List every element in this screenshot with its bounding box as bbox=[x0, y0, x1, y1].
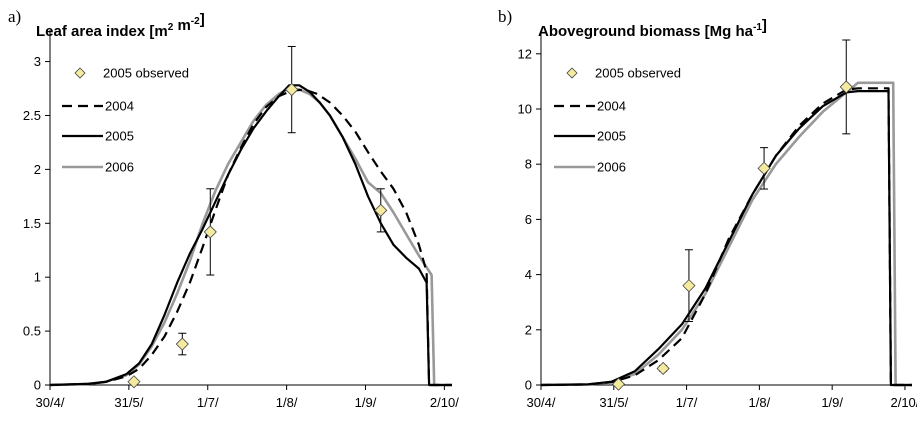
x-tick-label: 2/10/ bbox=[430, 395, 459, 410]
legend-label: 2005 observed bbox=[103, 66, 189, 81]
panel-b: b) Aboveground biomass [Mg ha-1] 0 2 4 6 8 10 12… bbox=[498, 7, 917, 410]
y-tick-label: 4 bbox=[525, 267, 532, 282]
legend-label: 2004 bbox=[597, 99, 626, 114]
y-tick-label: 0 bbox=[525, 378, 532, 393]
title-superscript: -1 bbox=[753, 22, 762, 33]
observed-point bbox=[839, 80, 853, 94]
title-text: ] bbox=[762, 17, 767, 34]
series-line-2006 bbox=[49, 87, 452, 387]
legend-label: 2005 observed bbox=[595, 66, 681, 81]
legend-marker-observed bbox=[74, 67, 86, 79]
x-tick-label: 30/4/ bbox=[36, 395, 65, 410]
observed-point bbox=[127, 375, 141, 389]
x-tick-label: 31/5/ bbox=[114, 395, 143, 410]
legend-label: 2006 bbox=[105, 160, 134, 175]
y-tick-label: 2 bbox=[525, 322, 532, 337]
legend-label: 2005 bbox=[105, 129, 134, 144]
legend-label: 2006 bbox=[597, 160, 626, 175]
title-text: m bbox=[173, 17, 191, 34]
x-tick-label: 1/8/ bbox=[276, 395, 298, 410]
title-text: Leaf area index [m bbox=[36, 23, 168, 40]
observed-point bbox=[757, 161, 771, 175]
y-tick-label: 10 bbox=[518, 102, 532, 117]
y-tick-label: 3 bbox=[34, 54, 41, 69]
chart-title: Aboveground biomass [Mg ha-1] bbox=[538, 17, 767, 40]
y-tick-label: 8 bbox=[525, 157, 532, 172]
y-tick-label: 0 bbox=[34, 378, 41, 393]
y-tick-label: 6 bbox=[525, 212, 532, 227]
title-superscript: -2 bbox=[191, 16, 200, 27]
chart-title: Leaf area index [m2 m-2] bbox=[36, 11, 205, 40]
panel-a: a)Leaf area index [m2 m-2]00.511.522.533… bbox=[8, 7, 459, 410]
x-tick-label: 1/7/ bbox=[676, 395, 698, 410]
observed-point bbox=[203, 225, 217, 239]
x-tick-label: 2/10/ bbox=[890, 395, 917, 410]
observed-point bbox=[656, 361, 670, 376]
legend-label: 2005 bbox=[597, 129, 626, 144]
y-tick-label: 1 bbox=[34, 270, 41, 285]
x-tick-label: 31/5/ bbox=[599, 395, 628, 410]
title-text: Aboveground biomass [Mg ha bbox=[538, 23, 754, 40]
y-tick-label: 2.5 bbox=[23, 108, 41, 123]
observed-point bbox=[374, 203, 388, 217]
panel-letter: a) bbox=[8, 7, 21, 26]
legend-label: 2004 bbox=[105, 99, 134, 114]
y-tick-label: 12 bbox=[518, 46, 532, 61]
y-tick-label: 1.5 bbox=[23, 216, 41, 231]
x-tick-label: 30/4/ bbox=[527, 395, 556, 410]
legend-marker-observed bbox=[566, 67, 578, 79]
observed-point bbox=[175, 337, 189, 351]
observed-point bbox=[682, 279, 696, 293]
series-line-2004 bbox=[540, 87, 912, 387]
title-text: ] bbox=[200, 11, 205, 28]
panel-letter: b) bbox=[498, 7, 512, 26]
x-tick-label: 1/9/ bbox=[355, 395, 377, 410]
y-tick-label: 0.5 bbox=[23, 324, 41, 339]
x-tick-label: 1/7/ bbox=[197, 395, 219, 410]
series-line-2004 bbox=[49, 88, 452, 387]
x-tick-label: 1/9/ bbox=[821, 395, 843, 410]
title-superscript: 2 bbox=[168, 22, 174, 33]
observed-point bbox=[285, 83, 299, 97]
series-line-2005 bbox=[540, 89, 912, 387]
series-line-2005 bbox=[49, 84, 452, 387]
x-tick-label: 1/8/ bbox=[749, 395, 771, 410]
y-tick-label: 2 bbox=[34, 162, 41, 177]
observed-point bbox=[611, 377, 626, 391]
